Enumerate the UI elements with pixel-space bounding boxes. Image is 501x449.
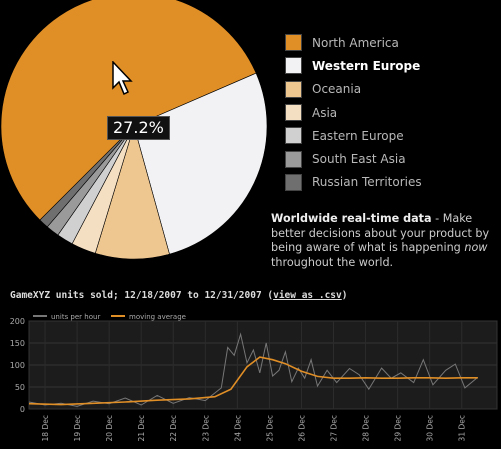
legend-swatch — [285, 173, 302, 191]
sales-title-close: ) — [341, 290, 348, 301]
units-line-chart: 0 50 100 150 200 18 Dec 19 Dec 20 Dec 21 Dec 22 D… — [10, 313, 498, 441]
legend-label: Oceania — [312, 82, 362, 97]
description-text: Worldwide real-time data - Make better d… — [271, 212, 501, 270]
description-body: - Make better decisions about your produ… — [271, 212, 490, 254]
x-tick-label: 29 Dec — [394, 415, 403, 441]
x-tick-label: 25 Dec — [265, 415, 274, 441]
x-tick-label: 23 Dec — [201, 415, 210, 441]
legend-item[interactable]: South East Asia — [285, 147, 422, 170]
pie-slice[interactable] — [0, 0, 257, 221]
y-tick-label: 150 — [10, 339, 25, 348]
pie-chart — [0, 0, 268, 260]
legend-item[interactable]: North America — [285, 31, 422, 54]
x-tick-label: 26 Dec — [297, 415, 306, 441]
legend-label: Asia — [312, 105, 338, 120]
x-tick-label: 28 Dec — [362, 415, 371, 441]
legend-swatch — [285, 57, 302, 75]
legend-item[interactable]: Oceania — [285, 78, 422, 101]
legend-swatch — [285, 104, 302, 122]
y-tick-label: 200 — [10, 317, 25, 326]
legend-item[interactable]: Western Europe — [285, 54, 422, 77]
y-tick-label: 0 — [20, 405, 25, 414]
pie-tooltip: 27.2% — [107, 116, 170, 140]
legend-item[interactable]: Eastern Europe — [285, 124, 422, 147]
x-tick-label: 22 Dec — [169, 415, 178, 441]
legend-label: Russian Territories — [312, 175, 422, 190]
x-tick-label: 27 Dec — [330, 415, 339, 441]
legend-item[interactable]: Russian Territories — [285, 171, 422, 194]
view-csv-link[interactable]: view as .csv — [273, 290, 342, 301]
x-tick-label: 30 Dec — [426, 415, 435, 441]
pie-legend: North America Western Europe Oceania Asia Ea… — [285, 31, 422, 194]
units-per-hour-line — [28, 332, 479, 407]
x-tick-label: 31 Dec — [458, 415, 467, 441]
legend-item[interactable]: Asia — [285, 101, 422, 124]
y-tick-label: 50 — [15, 383, 25, 392]
legend-label: South East Asia — [312, 152, 406, 167]
legend-swatch — [285, 127, 302, 145]
x-tick-label: 21 Dec — [137, 415, 146, 441]
description-tail: throughout the world. — [271, 255, 394, 269]
legend-label: Western Europe — [312, 58, 421, 73]
y-tick-label: 100 — [10, 361, 25, 370]
legend-swatch — [285, 80, 302, 98]
legend-label: North America — [312, 35, 399, 50]
x-tick-label: 18 Dec — [41, 415, 50, 441]
description-heading: Worldwide real-time data — [271, 212, 432, 225]
pie-slice[interactable] — [39, 125, 135, 228]
series-legend-label: units per hour — [51, 313, 100, 321]
series-legend-label: moving average — [129, 313, 186, 321]
description-emphasis: now — [464, 241, 488, 254]
sales-chart-title: GameXYZ units sold; 12/18/2007 to 12/31/… — [10, 290, 347, 301]
x-tick-label: 19 Dec — [73, 415, 82, 441]
x-tick-label: 24 Dec — [233, 415, 242, 441]
mouse-cursor-icon — [112, 61, 133, 96]
moving-average-line — [28, 356, 478, 406]
legend-swatch — [285, 150, 302, 168]
legend-swatch — [285, 34, 302, 52]
legend-label: Eastern Europe — [312, 128, 404, 143]
sales-title-text: GameXYZ units sold; 12/18/2007 to 12/31/… — [10, 290, 274, 301]
x-tick-label: 20 Dec — [105, 415, 114, 441]
